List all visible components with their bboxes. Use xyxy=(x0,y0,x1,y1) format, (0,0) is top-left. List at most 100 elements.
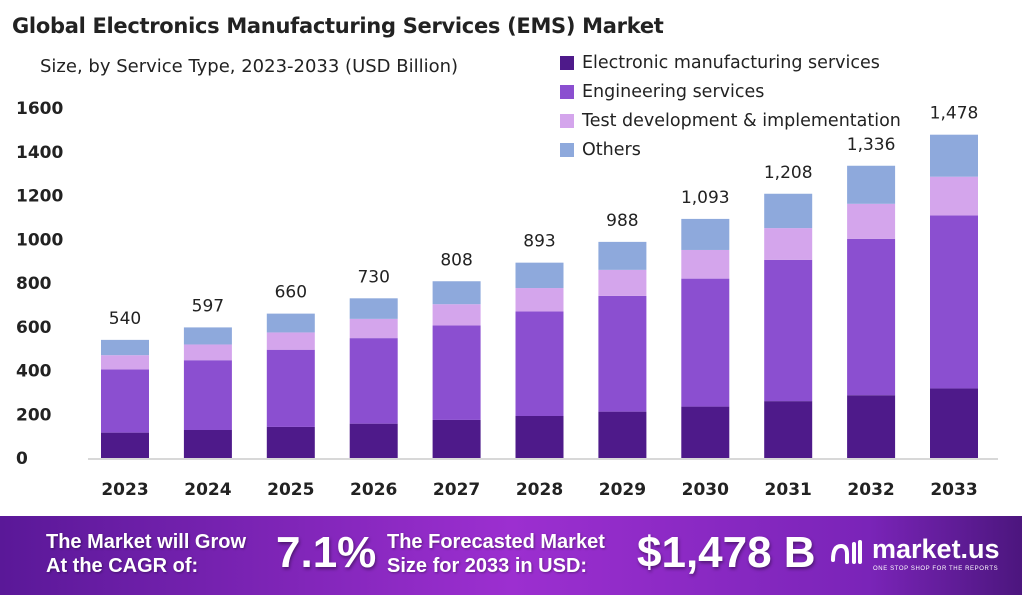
bar-segment-electronic-manufacturing-services xyxy=(764,401,813,458)
stacked-bar-chart: 0 200 400 600 800 1000 1200 1400 1600 540 2023 597 2… xyxy=(16,99,998,500)
y-tick-label: 600 xyxy=(16,318,52,338)
bar-total-label: 540 xyxy=(109,309,141,329)
bar-segment-test-development-implementation xyxy=(847,203,896,239)
cagr-value: 7.1% xyxy=(276,528,377,577)
forecast-value: $1,478 B xyxy=(637,528,816,577)
x-tick-label: 2028 xyxy=(516,480,563,500)
legend-swatch xyxy=(560,113,574,128)
bar-segment-engineering-services xyxy=(515,311,564,416)
bar-segment-engineering-services xyxy=(764,259,813,402)
bar-segment-engineering-services xyxy=(266,349,315,427)
brand-tagline: ONE STOP SHOP FOR THE REPORTS xyxy=(873,566,999,572)
legend-swatch xyxy=(560,84,574,99)
bar-segment-electronic-manufacturing-services xyxy=(598,411,647,458)
y-tick-label: 200 xyxy=(16,405,52,425)
bar-total-label: 988 xyxy=(606,211,638,231)
bar-segment-test-development-implementation xyxy=(764,228,813,260)
bar-segment-test-development-implementation xyxy=(681,249,730,279)
cagr-label-line: At the CAGR of: xyxy=(46,555,199,577)
x-tick-label: 2029 xyxy=(599,480,646,500)
bar-segment-engineering-services xyxy=(432,325,481,420)
bar-segment-others xyxy=(598,241,647,270)
forecast-label-line: Size for 2033 in USD: xyxy=(387,555,588,577)
summary-banner: The Market will Grow At the CAGR of: 7.1%… xyxy=(0,516,1022,595)
legend-swatch xyxy=(560,142,574,157)
brand-name: market.us xyxy=(872,534,1000,564)
bar-total-label: 1,208 xyxy=(764,163,813,183)
x-tick-label: 2031 xyxy=(765,480,812,500)
bar-segment-others xyxy=(432,281,481,305)
bar-total-label: 1,478 xyxy=(930,104,979,124)
bar-segment-test-development-implementation xyxy=(349,318,398,339)
legend-item: Test development & implementation xyxy=(560,106,901,135)
bar-segment-test-development-implementation xyxy=(266,332,315,350)
bar-segment-electronic-manufacturing-services xyxy=(681,406,730,458)
cagr-label: The Market will Grow At the CAGR of: xyxy=(46,530,246,578)
legend-item: Electronic manufacturing services xyxy=(560,48,901,77)
bar-segment-electronic-manufacturing-services xyxy=(101,432,149,458)
legend-label: Test development & implementation xyxy=(582,110,901,131)
bar-segment-electronic-manufacturing-services xyxy=(847,395,896,458)
chart-subtitle: Size, by Service Type, 2023-2033 (USD Bi… xyxy=(40,56,459,77)
bar-total-label: 660 xyxy=(275,283,307,303)
legend-label: Others xyxy=(582,139,641,160)
bar-segment-test-development-implementation xyxy=(930,176,978,216)
x-tick-label: 2033 xyxy=(930,480,977,500)
x-tick-label: 2032 xyxy=(847,480,894,500)
bar-segment-others xyxy=(183,327,232,345)
bar-segment-electronic-manufacturing-services xyxy=(515,416,564,458)
y-tick-label: 1600 xyxy=(16,99,63,119)
bar-segment-electronic-manufacturing-services xyxy=(183,430,232,458)
bar-segment-test-development-implementation xyxy=(515,288,564,312)
bar-segment-engineering-services xyxy=(101,369,149,433)
bar-segment-engineering-services xyxy=(681,278,730,407)
bar-segment-others xyxy=(266,313,315,333)
x-tick-label: 2026 xyxy=(350,480,397,500)
x-tick-label: 2023 xyxy=(101,480,148,500)
bar-segment-engineering-services xyxy=(598,295,647,412)
legend-item: Others xyxy=(560,135,901,164)
bar-total-label: 1,336 xyxy=(847,135,896,155)
legend: Electronic manufacturing services Engine… xyxy=(560,48,901,164)
legend-swatch xyxy=(560,55,574,70)
y-tick-label: 1400 xyxy=(16,143,63,163)
bar-segment-electronic-manufacturing-services xyxy=(930,388,978,458)
chart-title: Global Electronics Manufacturing Service… xyxy=(12,14,664,38)
x-tick-label: 2025 xyxy=(267,480,314,500)
bar-segment-others xyxy=(930,134,978,177)
bar-segment-test-development-implementation xyxy=(183,344,232,361)
y-tick-label: 1000 xyxy=(16,230,63,250)
bar-segment-electronic-manufacturing-services xyxy=(266,426,315,458)
bar-segment-others xyxy=(681,218,730,250)
bar-segment-electronic-manufacturing-services xyxy=(349,423,398,458)
x-tick-label: 2024 xyxy=(184,480,231,500)
y-tick-label: 400 xyxy=(16,362,52,382)
x-tick-label: 2030 xyxy=(682,480,729,500)
legend-item: Engineering services xyxy=(560,77,901,106)
y-tick-label: 0 xyxy=(16,449,28,469)
bar-segment-test-development-implementation xyxy=(598,269,647,296)
market-us-logo-icon xyxy=(831,540,862,564)
cagr-label-line: The Market will Grow xyxy=(46,531,247,553)
forecast-label-line: The Forecasted Market xyxy=(387,531,605,553)
bar-segment-others xyxy=(764,193,813,229)
bar-segment-electronic-manufacturing-services xyxy=(432,419,481,458)
bar-segment-others xyxy=(101,339,149,356)
bar-total-label: 597 xyxy=(192,296,224,316)
bar-segment-engineering-services xyxy=(349,338,398,424)
bar-segment-engineering-services xyxy=(183,360,232,430)
bar-segment-engineering-services xyxy=(847,238,896,396)
bar-total-label: 730 xyxy=(357,267,389,287)
bar-total-label: 808 xyxy=(440,250,472,270)
y-tick-label: 800 xyxy=(16,274,52,294)
bar-segment-test-development-implementation xyxy=(101,355,149,370)
x-tick-label: 2027 xyxy=(433,480,480,500)
bar-total-label: 1,093 xyxy=(681,188,730,208)
forecast-label: The Forecasted Market Size for 2033 in US… xyxy=(387,530,605,578)
y-tick-label: 1200 xyxy=(16,187,63,207)
bar-segment-engineering-services xyxy=(930,215,978,389)
bar-segment-others xyxy=(349,298,398,319)
legend-label: Engineering services xyxy=(582,81,765,102)
legend-label: Electronic manufacturing services xyxy=(582,52,880,73)
